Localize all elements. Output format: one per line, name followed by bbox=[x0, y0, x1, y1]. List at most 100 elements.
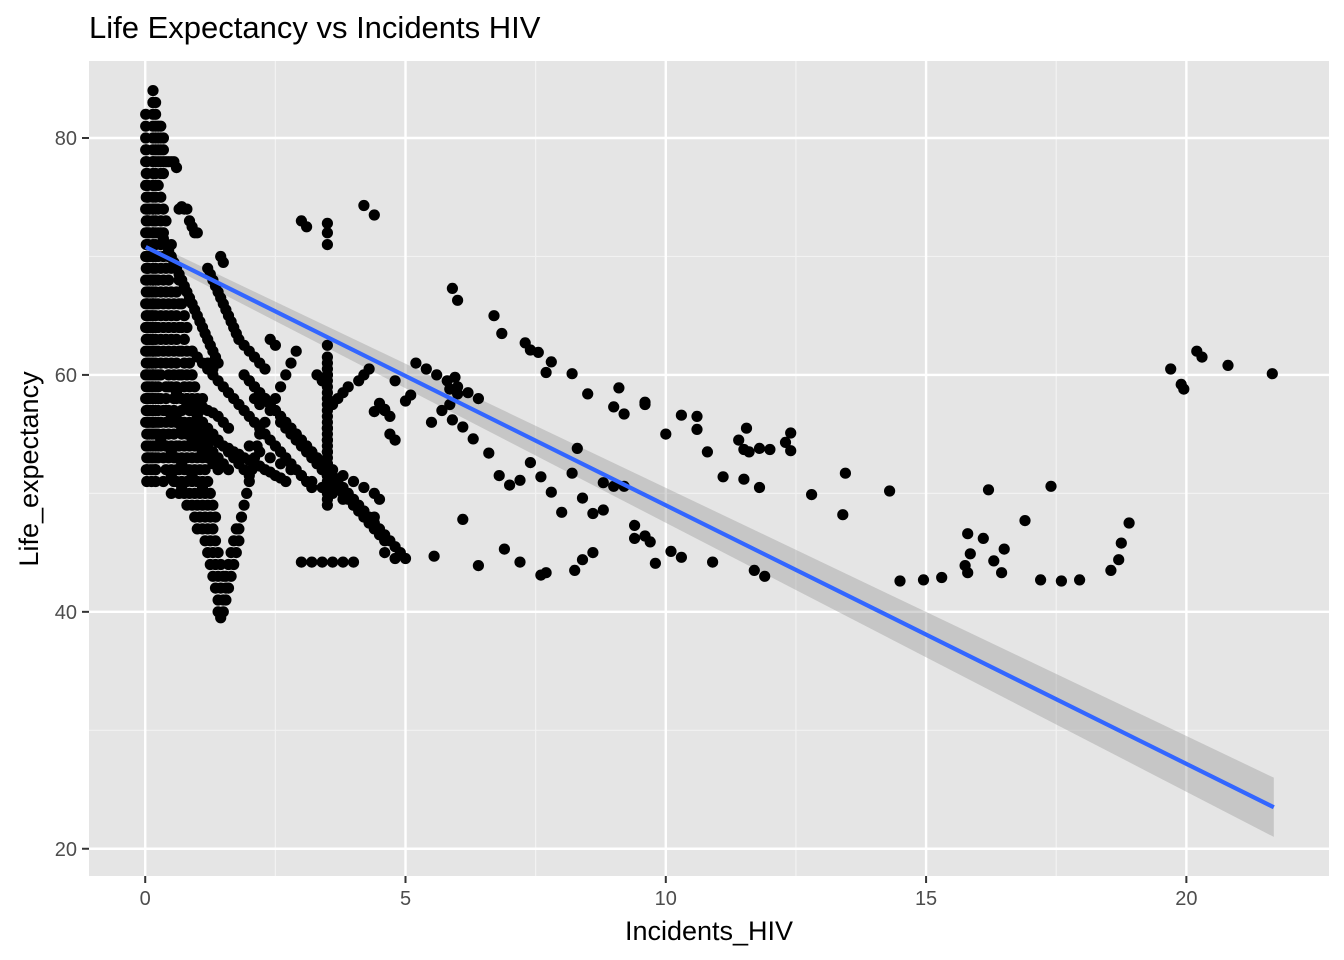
data-point bbox=[259, 363, 271, 375]
data-point bbox=[545, 356, 557, 368]
data-point bbox=[337, 556, 349, 568]
data-point bbox=[962, 528, 974, 540]
y-tick-label: 60 bbox=[55, 365, 77, 387]
data-point bbox=[894, 575, 906, 587]
data-point bbox=[540, 567, 552, 579]
data-point bbox=[420, 363, 432, 375]
data-point bbox=[301, 221, 313, 233]
data-point bbox=[358, 199, 370, 212]
data-point bbox=[217, 256, 229, 268]
data-point bbox=[150, 108, 162, 120]
data-point bbox=[327, 556, 339, 568]
data-point bbox=[629, 519, 641, 532]
data-point bbox=[462, 387, 474, 399]
data-point bbox=[964, 548, 976, 560]
data-point bbox=[233, 535, 245, 547]
data-point bbox=[222, 422, 235, 434]
data-point bbox=[191, 227, 203, 239]
data-point bbox=[597, 504, 609, 516]
data-point bbox=[660, 428, 672, 440]
data-point bbox=[170, 286, 183, 298]
data-point bbox=[1222, 359, 1234, 371]
data-point bbox=[358, 481, 370, 494]
data-point bbox=[209, 511, 222, 523]
y-tick-label: 20 bbox=[55, 839, 77, 861]
data-point bbox=[316, 556, 328, 568]
y-axis-label: Life_expectancy bbox=[14, 371, 44, 567]
data-point bbox=[243, 440, 255, 452]
data-point bbox=[457, 421, 469, 433]
data-point bbox=[1019, 515, 1031, 527]
data-point bbox=[1045, 480, 1057, 492]
data-point bbox=[569, 564, 581, 577]
data-point bbox=[160, 393, 172, 405]
data-point bbox=[587, 507, 599, 520]
data-point bbox=[1115, 537, 1127, 549]
x-tick-label: 10 bbox=[655, 888, 677, 910]
data-point bbox=[189, 381, 201, 393]
data-point bbox=[644, 536, 656, 548]
data-point bbox=[321, 239, 333, 251]
data-point bbox=[207, 499, 219, 511]
data-point bbox=[675, 409, 688, 421]
data-point bbox=[936, 571, 948, 584]
data-point bbox=[215, 558, 227, 571]
y-tick-label: 80 bbox=[55, 128, 77, 150]
data-point bbox=[181, 203, 193, 215]
data-point bbox=[290, 345, 302, 357]
data-point bbox=[649, 557, 662, 569]
data-point bbox=[168, 428, 180, 440]
data-point bbox=[368, 406, 380, 418]
data-point bbox=[155, 191, 167, 203]
data-point bbox=[608, 480, 620, 492]
data-point bbox=[493, 470, 505, 482]
data-point bbox=[996, 567, 1008, 579]
data-point bbox=[389, 434, 401, 446]
data-point bbox=[321, 434, 333, 446]
data-point bbox=[157, 475, 169, 488]
y-tick-label: 40 bbox=[55, 602, 77, 624]
data-point bbox=[275, 458, 287, 470]
data-point bbox=[748, 564, 760, 577]
data-point bbox=[230, 547, 242, 559]
data-point bbox=[738, 443, 750, 456]
data-point bbox=[717, 471, 729, 483]
data-point bbox=[428, 550, 440, 562]
data-point bbox=[613, 382, 625, 394]
data-point bbox=[691, 410, 703, 422]
data-point bbox=[155, 120, 167, 132]
data-point bbox=[285, 464, 297, 476]
data-point bbox=[1074, 574, 1086, 586]
data-point bbox=[327, 398, 339, 411]
data-point bbox=[347, 556, 360, 568]
data-point bbox=[212, 410, 224, 422]
data-point bbox=[405, 389, 417, 401]
data-point bbox=[576, 492, 589, 504]
data-point bbox=[181, 321, 193, 334]
data-point bbox=[269, 339, 281, 351]
data-point bbox=[483, 447, 495, 459]
data-point bbox=[306, 556, 318, 568]
data-point bbox=[982, 484, 995, 496]
data-point bbox=[241, 487, 253, 499]
data-point bbox=[576, 554, 589, 566]
data-point bbox=[556, 506, 568, 518]
data-point bbox=[347, 475, 360, 488]
data-point bbox=[228, 558, 240, 571]
x-tick-label: 20 bbox=[1175, 888, 1197, 910]
data-point bbox=[436, 404, 448, 417]
data-point bbox=[399, 552, 412, 565]
data-point bbox=[176, 298, 188, 310]
data-point bbox=[285, 357, 297, 369]
data-point bbox=[222, 464, 235, 476]
data-point bbox=[446, 282, 458, 294]
data-point bbox=[740, 422, 753, 434]
fit-line-layer bbox=[144, 245, 1275, 810]
data-point bbox=[295, 470, 307, 482]
data-point bbox=[1165, 363, 1177, 375]
data-point bbox=[837, 509, 849, 521]
data-point bbox=[988, 555, 1000, 567]
data-point bbox=[235, 511, 248, 523]
data-point bbox=[431, 369, 443, 381]
data-point bbox=[540, 366, 552, 379]
